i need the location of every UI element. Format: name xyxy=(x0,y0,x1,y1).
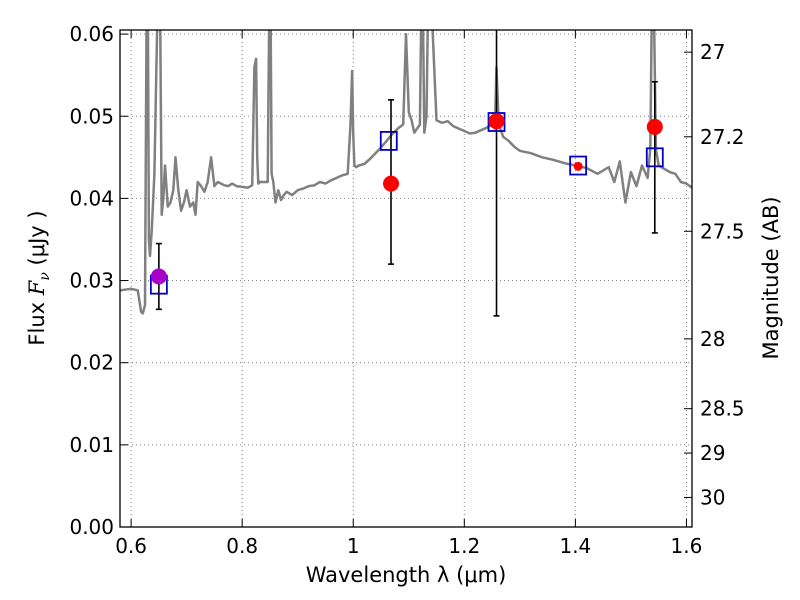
x-axis-label: Wavelength λ (μm) xyxy=(306,563,507,587)
model-photometry-square xyxy=(569,155,588,176)
observed-point xyxy=(646,118,663,135)
observed-point xyxy=(488,113,505,130)
x-tick-label: 0.8 xyxy=(226,534,258,558)
y-axis-label: Flux Fν (μJy ) xyxy=(25,210,53,345)
y-tick-label: 0.04 xyxy=(69,186,114,210)
observed-point xyxy=(573,161,583,171)
y-axis-label-symbol: F xyxy=(25,279,49,296)
error-bars-layer xyxy=(155,30,658,317)
y2-tick-label: 27.2 xyxy=(700,125,745,149)
ticks: 0.6 0.8 1 1.2 1.4 1.6 0.00 0.01 0.02 0.03 0.04 0.05… xyxy=(69,22,744,558)
model-spectrum-layer xyxy=(120,30,692,315)
x-tick-label: 1.4 xyxy=(559,534,591,558)
plot-frame xyxy=(119,29,693,528)
y2-tick-label: 28 xyxy=(700,327,725,351)
model-photometry-square xyxy=(379,131,398,151)
model-spectrum-line xyxy=(120,30,692,315)
y2-tick-label: 27 xyxy=(700,40,725,64)
y-axis-label-units: (μJy ) xyxy=(25,210,49,272)
y2-tick-label: 29 xyxy=(700,441,725,465)
x-tick-label: 1 xyxy=(347,534,360,558)
markers-layer xyxy=(149,112,664,295)
y-tick-label: 0.02 xyxy=(69,351,114,375)
model-photometry-square xyxy=(645,147,664,168)
x-tick-label: 1.2 xyxy=(448,534,480,558)
grid xyxy=(120,30,692,528)
y-axis-label-prefix: Flux xyxy=(25,295,49,345)
y-axis-label-subscript: ν xyxy=(37,272,53,281)
y2-axis-label: Magnitude (AB) xyxy=(759,196,783,359)
purple-observed-point xyxy=(150,268,167,285)
observed-point xyxy=(383,175,400,192)
y2-tick-label: 30 xyxy=(700,485,725,509)
y-tick-label: 0.03 xyxy=(69,269,114,293)
y2-tick-label: 28.5 xyxy=(700,397,745,421)
y-tick-label: 0.00 xyxy=(69,515,114,539)
y2-tick-label: 27.5 xyxy=(700,219,745,243)
x-tick-label: 1.6 xyxy=(671,534,703,558)
y-tick-label: 0.01 xyxy=(69,433,114,457)
y-tick-label: 0.05 xyxy=(69,104,114,128)
y-tick-label: 0.06 xyxy=(69,22,114,46)
x-tick-label: 0.6 xyxy=(115,534,147,558)
model-photometry-square xyxy=(487,112,506,132)
